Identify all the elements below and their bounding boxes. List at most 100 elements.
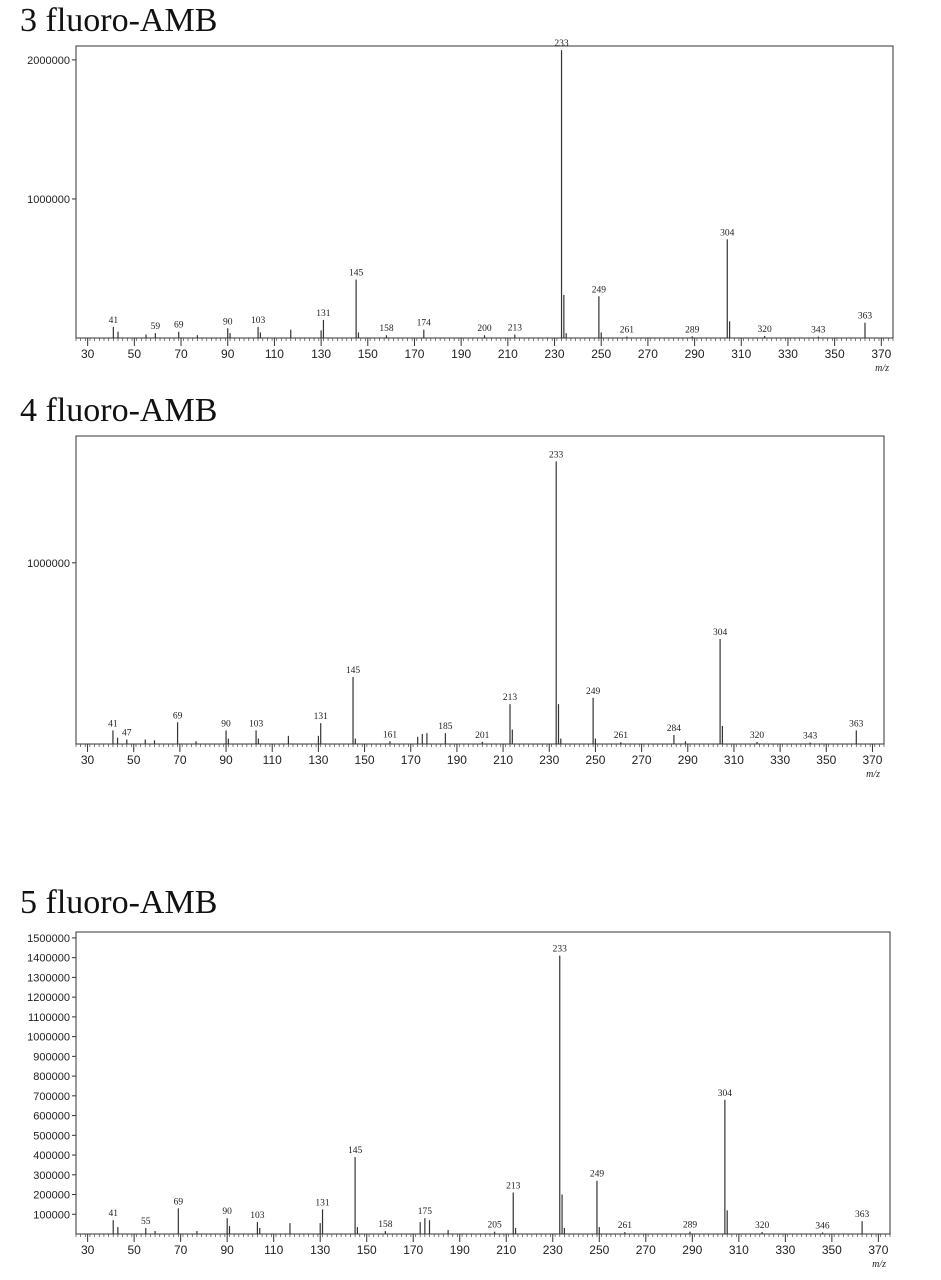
peak-label: 55 <box>141 1217 151 1227</box>
x-tick-label: 30 <box>81 1243 95 1257</box>
y-tick-label: 1100000 <box>28 1012 70 1024</box>
peak-label: 90 <box>221 719 231 729</box>
spectrum-panel-5-fluoro-amb: 5 fluoro-AMB 100000 200000 300000 400000 500… <box>0 880 941 1280</box>
x-axis-label: m/z <box>872 1259 886 1270</box>
x-tick-label: 130 <box>308 753 328 767</box>
x-tick-label: 350 <box>816 753 836 767</box>
peak-label: 346 <box>815 1221 830 1231</box>
peak-label: 304 <box>718 1089 733 1099</box>
x-tick-label: 290 <box>682 1243 702 1257</box>
x-tick-label: 350 <box>822 1243 842 1257</box>
x-tick-label: 250 <box>585 753 605 767</box>
x-tick-label: 290 <box>678 753 698 767</box>
x-tick-label: 350 <box>825 347 845 361</box>
peak-label: 41 <box>108 1209 118 1219</box>
peak-label: 41 <box>108 719 118 729</box>
x-tick-label: 330 <box>775 1243 795 1257</box>
x-tick-label: 70 <box>174 347 188 361</box>
y-tick-label: 1400000 <box>27 953 70 965</box>
x-tick-label: 250 <box>589 1243 609 1257</box>
x-tick-label: 170 <box>404 347 424 361</box>
x-tick-label: 370 <box>871 347 891 361</box>
x-tick-label: 210 <box>493 753 513 767</box>
peak-label: 213 <box>508 324 523 334</box>
x-tick-label: 110 <box>263 753 282 767</box>
x-tick-label: 230 <box>543 1243 563 1257</box>
x-tick-label: 90 <box>219 753 233 767</box>
mass-spectrum-chart: 100000 200000 300000 400000 500000 600000 7000… <box>27 931 891 1270</box>
peak-label: 158 <box>379 324 394 334</box>
x-tick-label: 370 <box>868 1243 888 1257</box>
x-tick-label: 130 <box>310 1243 330 1257</box>
y-tick-label: 900000 <box>33 1051 70 1063</box>
peak-label: 131 <box>316 309 331 319</box>
chart-title: 5 fluoro-AMB <box>20 884 218 921</box>
peak-label: 90 <box>222 1207 232 1217</box>
y-tick-label: 1000000 <box>27 1032 70 1044</box>
peak-label: 363 <box>858 312 873 322</box>
peak-label: 261 <box>614 731 629 741</box>
peak-label: 233 <box>553 945 568 955</box>
y-tick-label: 1300000 <box>27 972 70 984</box>
spectrum-panel-3-fluoro-amb: 3 fluoro-AMB 1000000 2000000 30 50 70 90 110 13… <box>0 0 941 380</box>
x-tick-label: 150 <box>358 347 378 361</box>
x-tick-label: 170 <box>401 753 421 767</box>
x-tick-label: 70 <box>174 1243 188 1257</box>
x-tick-label: 50 <box>127 1243 141 1257</box>
peak-label: 233 <box>549 450 564 460</box>
peak-label: 343 <box>803 732 818 742</box>
x-tick-label: 50 <box>127 753 141 767</box>
y-tick-label: 400000 <box>33 1150 70 1162</box>
peak-label: 213 <box>506 1182 521 1192</box>
x-tick-label: 130 <box>311 347 331 361</box>
peak-label: 320 <box>750 731 765 741</box>
x-tick-label: 50 <box>128 347 142 361</box>
mass-spectrum-chart: 1000000 2000000 30 50 70 90 110 130 150 170 190 210… <box>27 39 894 374</box>
peak-label: 145 <box>346 666 361 676</box>
peak-label: 131 <box>314 712 329 722</box>
peak-label: 205 <box>488 1221 503 1231</box>
x-tick-label: 150 <box>357 1243 377 1257</box>
y-tick-label: 100000 <box>33 1209 70 1221</box>
x-tick-label: 270 <box>632 753 652 767</box>
peak-label: 103 <box>250 1211 265 1221</box>
peak-label: 363 <box>855 1210 870 1220</box>
peak-label: 103 <box>251 316 266 326</box>
x-tick-label: 290 <box>685 347 705 361</box>
peak-label: 69 <box>174 321 184 331</box>
x-axis-label: m/z <box>875 363 889 374</box>
peak-label: 249 <box>590 1170 605 1180</box>
x-axis-label: m/z <box>866 769 880 780</box>
peak-label: 90 <box>223 317 233 327</box>
x-tick-label: 230 <box>539 753 559 767</box>
x-tick-label: 110 <box>264 1243 283 1257</box>
x-tick-label: 70 <box>173 753 187 767</box>
x-tick-label: 190 <box>451 347 471 361</box>
peak-label: 284 <box>667 724 682 734</box>
x-tick-label: 250 <box>591 347 611 361</box>
x-tick-label: 190 <box>447 753 467 767</box>
x-tick-label: 30 <box>81 753 95 767</box>
peak-label: 158 <box>378 1220 393 1230</box>
peak-label: 289 <box>683 1221 698 1231</box>
peak-label: 249 <box>586 687 601 697</box>
peak-label: 145 <box>348 1146 363 1156</box>
peak-label: 131 <box>315 1198 330 1208</box>
chart-title: 3 fluoro-AMB <box>20 2 218 39</box>
x-tick-label: 210 <box>496 1243 516 1257</box>
x-tick-label: 370 <box>862 753 882 767</box>
peak-label: 47 <box>122 728 132 738</box>
x-tick-label: 150 <box>355 753 375 767</box>
peak-label: 69 <box>174 1197 184 1207</box>
peak-label: 261 <box>620 326 635 336</box>
x-tick-label: 30 <box>81 347 95 361</box>
y-tick-label: 300000 <box>33 1170 70 1182</box>
y-tick-label: 600000 <box>33 1111 70 1123</box>
plot-frame <box>75 435 885 745</box>
peak-label: 304 <box>713 628 728 638</box>
x-tick-label: 90 <box>221 347 235 361</box>
peak-label: 233 <box>554 39 569 49</box>
y-tick-label: 1200000 <box>27 992 70 1004</box>
x-tick-label: 310 <box>731 347 751 361</box>
peak-label: 320 <box>757 325 772 335</box>
